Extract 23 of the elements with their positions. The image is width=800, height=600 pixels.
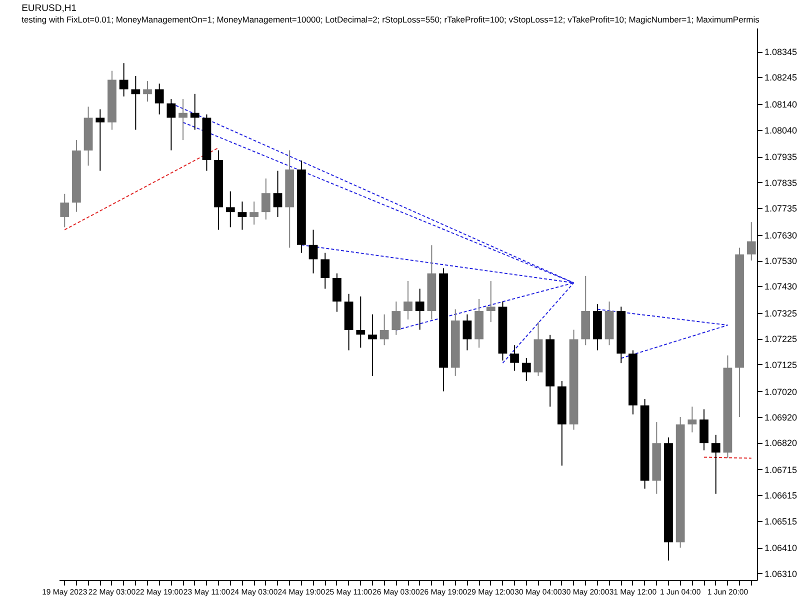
y-tick-label: 1.07325	[764, 308, 798, 319]
y-tick-label: 1.06410	[764, 543, 798, 554]
y-tick-label: 1.06715	[764, 464, 798, 475]
y-tick-label: 1.06615	[764, 490, 798, 501]
y-tick-label: 1.07835	[764, 178, 798, 188]
y-tick-label: 1.08140	[764, 100, 798, 110]
y-tick-label: 1.07225	[764, 334, 798, 344]
chart-title: EURUSD,H1	[22, 3, 76, 14]
y-tick-label: 1.07735	[764, 203, 798, 214]
y-tick-label: 1.07530	[764, 256, 798, 266]
y-tick-label: 1.08040	[764, 125, 798, 136]
y-tick-label: 1.06820	[764, 438, 798, 448]
chart-subtitle: testing with FixLot=0.01; MoneyManagementOn=1; MoneyManagement=10000; LotDecimal=2; rStopLoss=550; rTakeProfit=100; vStopLoss=12; vTakeProfit=10; MagicNumber=1; MaximumPermis	[22, 14, 760, 24]
y-tick-label: 1.07935	[764, 152, 798, 162]
y-tick-label: 1.06310	[764, 568, 798, 579]
y-tick-label: 1.06920	[764, 412, 798, 422]
y-tick-label: 1.07125	[764, 360, 798, 370]
y-tick-label: 1.07630	[764, 230, 798, 240]
y-tick-label: 1.06515	[764, 516, 798, 526]
y-tick-label: 1.07430	[764, 282, 798, 292]
y-tick-label: 1.07020	[764, 386, 798, 397]
y-tick-label: 1.08345	[764, 47, 798, 58]
y-tick-label: 1.08245	[764, 72, 798, 83]
